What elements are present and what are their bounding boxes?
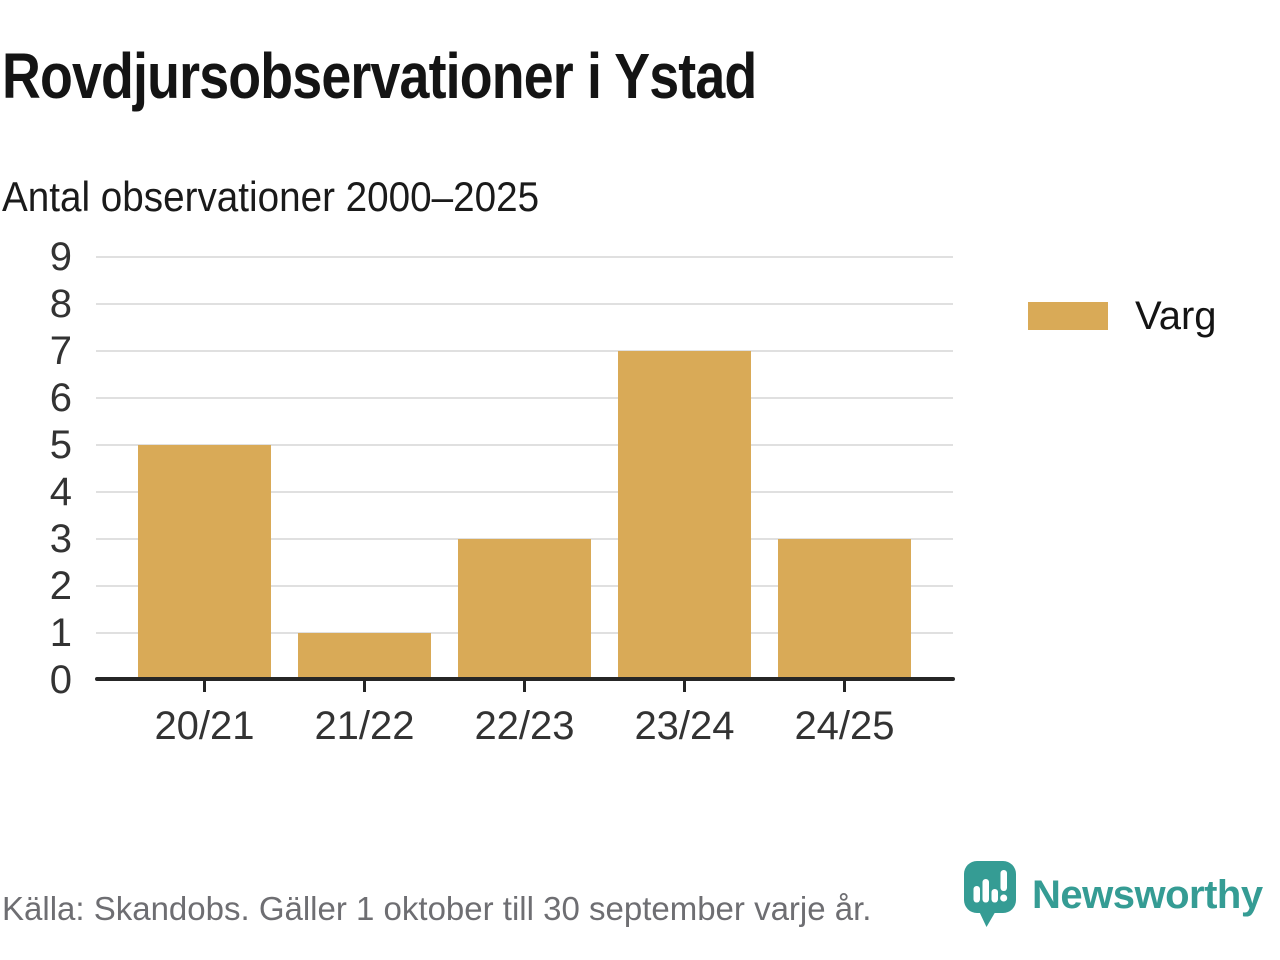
x-axis-tick	[683, 681, 686, 692]
y-axis-tick-label: 7	[49, 329, 72, 373]
legend-label: Varg	[1135, 294, 1217, 338]
y-axis-tick-label: 0	[49, 658, 72, 702]
y-axis-tick-label: 2	[49, 564, 72, 608]
y-axis-tick-label: 6	[49, 376, 72, 420]
y-axis-tick-label: 3	[49, 517, 72, 561]
bar-21/22	[298, 633, 431, 680]
x-axis-tick-label: 20/21	[154, 704, 255, 748]
newsworthy-logo: Newsworthy	[964, 861, 1263, 928]
y-axis-tick-label: 4	[49, 470, 72, 514]
x-axis-tick-label: 22/23	[474, 704, 575, 748]
legend: Varg	[1028, 296, 1217, 336]
gridline-y-7	[96, 350, 953, 352]
gridline-y-9	[96, 256, 953, 258]
y-axis-tick-label: 8	[49, 282, 72, 326]
legend-swatch-varg	[1028, 302, 1108, 330]
x-axis-tick-label: 23/24	[634, 704, 735, 748]
y-axis-tick-label: 1	[49, 611, 72, 655]
x-axis-tick	[843, 681, 846, 692]
chart-subtitle: Antal observationer 2000–2025	[2, 173, 540, 220]
gridline-y-8	[96, 303, 953, 305]
bar-22/23	[458, 539, 591, 680]
y-axis-tick-label: 9	[49, 235, 72, 279]
chart-title: Rovdjursobservationer i Ystad	[2, 40, 757, 112]
newsworthy-speech-bubble-icon	[964, 861, 1016, 927]
bar-23/24	[618, 351, 751, 680]
bar-20/21	[138, 445, 271, 680]
x-axis-tick-label: 24/25	[794, 704, 895, 748]
gridline-y-5	[96, 444, 953, 446]
gridline-y-6	[96, 397, 953, 399]
x-axis-line	[95, 677, 955, 681]
bar-24/25	[778, 539, 911, 680]
source-note: Källa: Skandobs. Gäller 1 oktober till 3…	[2, 890, 872, 927]
gridline-y-4	[96, 491, 953, 493]
x-axis-tick	[523, 681, 526, 692]
newsworthy-wordmark: Newsworthy	[1032, 872, 1263, 917]
x-axis-tick-label: 21/22	[314, 704, 415, 748]
y-axis-tick-label: 5	[49, 423, 72, 467]
x-axis-tick	[363, 681, 366, 692]
x-axis-tick	[203, 681, 206, 692]
